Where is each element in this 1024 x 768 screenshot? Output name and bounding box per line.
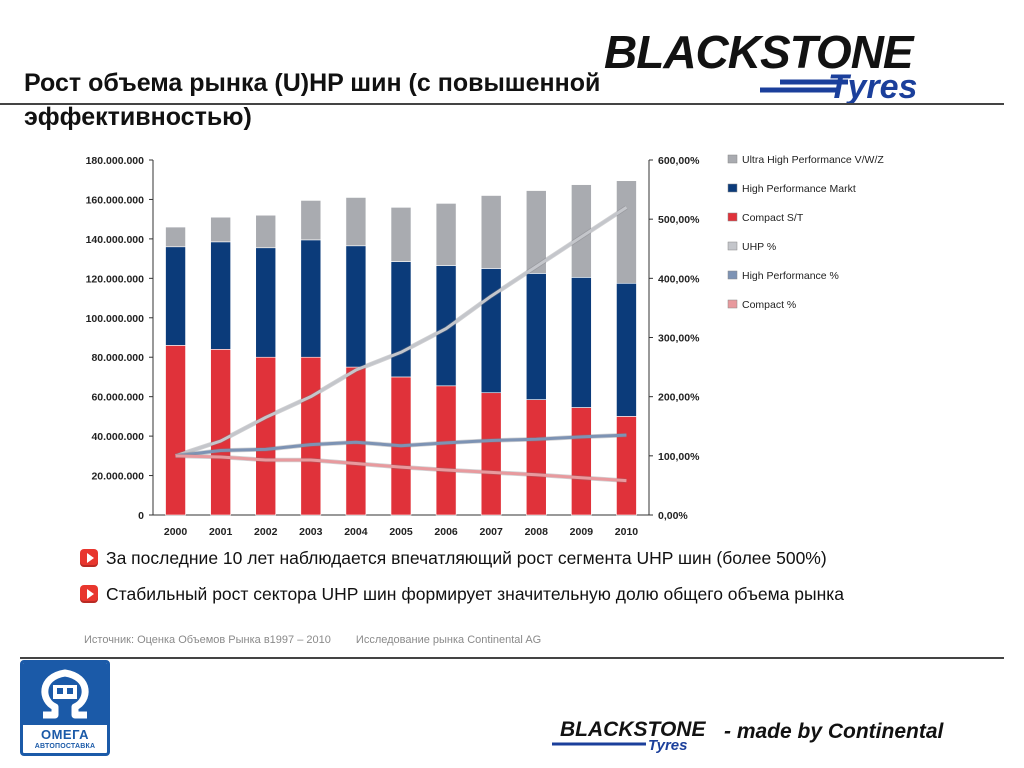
y-tick-label-right: 600,00%	[658, 155, 700, 167]
bar-segment	[165, 345, 186, 516]
bar-segment	[300, 239, 322, 358]
bar-segment	[165, 226, 186, 248]
bar-segment	[390, 207, 412, 262]
bar-segment	[525, 190, 547, 274]
bar-segment	[435, 203, 457, 266]
legend-swatch	[727, 270, 738, 280]
slide-title: Рост объема рынка (U)HP шин (с повышенно…	[24, 69, 601, 131]
logo-main-text: BLACKSTONE	[604, 26, 915, 78]
x-tick-label: 2008	[525, 526, 549, 538]
y-tick-label-left: 180.000.000	[86, 155, 145, 167]
legend-swatch	[727, 299, 738, 309]
y-tick-label-left: 20.000.000	[91, 471, 144, 483]
bottom-divider	[20, 657, 1004, 659]
x-tick-label: 2003	[299, 526, 323, 538]
x-tick-label: 2005	[389, 526, 413, 538]
logo-small-main: BLACKSTONE	[560, 718, 706, 741]
bullet-item: Стабильный рост сектора UHP шин формируе…	[80, 576, 980, 612]
bar-segment	[345, 197, 367, 247]
source-text: Источник: Оценка Объемов Рынка в1997 – 2…	[84, 634, 331, 646]
y-tick-label-left: 100.000.000	[86, 313, 145, 325]
bullet-text: Стабильный рост сектора UHP шин формируе…	[106, 583, 845, 604]
bar-segment	[616, 416, 637, 516]
omega-sublabel: АВТОПОСТАВКА	[34, 743, 96, 750]
bullet-text: За последние 10 лет наблюдается впечатля…	[106, 547, 827, 568]
omega-logo: ОМЕГА АВТОПОСТАВКА	[20, 660, 110, 756]
y-tick-label-right: 200,00%	[658, 392, 700, 404]
source-text: Исследование рынка Continental AG	[355, 634, 542, 646]
y-tick-label-left: 80.000.000	[91, 352, 144, 364]
legend-swatch	[727, 183, 738, 193]
y-tick-label-right: 300,00%	[658, 333, 700, 345]
omega-symbol-icon	[41, 669, 89, 719]
x-tick-label: 2000	[164, 526, 188, 538]
tagline: - made by Continental	[724, 720, 944, 743]
bar-segment	[435, 385, 457, 516]
y-tick-label-left: 60.000.000	[91, 392, 144, 404]
y-tick-label-right: 500,00%	[658, 214, 700, 226]
series-line	[175, 206, 628, 458]
y-tick-label-right: 100,00%	[658, 451, 700, 463]
play-arrow-icon	[80, 549, 98, 567]
top-divider	[0, 103, 1004, 105]
bar-segment	[210, 216, 231, 243]
y-tick-label-left: 40.000.000	[91, 431, 144, 443]
legend-label: High Performance Markt	[742, 183, 856, 195]
series-line	[175, 433, 627, 458]
omega-emblem	[23, 663, 107, 725]
legend-label: High Performance %	[742, 270, 839, 282]
x-tick-label: 2007	[480, 526, 504, 538]
bar-segment	[480, 392, 502, 516]
bar-segment	[616, 180, 637, 284]
source-note: Источник: Оценка Объемов Рынка в1997 – 2…	[84, 634, 541, 646]
x-tick-label: 2006	[434, 526, 458, 538]
logo-sub-text: Tyres	[828, 68, 917, 104]
legend-label: Ultra High Performance V/W/Z	[742, 154, 884, 166]
legend-label: UHP %	[742, 241, 776, 253]
bar-segment	[390, 261, 412, 378]
bullet-list: За последние 10 лет наблюдается впечатля…	[80, 540, 980, 612]
legend-swatch	[727, 212, 738, 222]
x-tick-label: 2010	[615, 526, 639, 538]
market-growth-chart: 0 20.000.000 40.000.000 60.000.000 80.000.00…	[86, 154, 885, 538]
y-tick-label-left: 160.000.000	[86, 194, 145, 206]
bar-segment	[480, 195, 502, 269]
bar-segment	[255, 356, 277, 516]
x-tick-label: 2001	[209, 526, 233, 538]
bar-segment	[300, 200, 322, 241]
x-tick-label: 2004	[344, 526, 368, 538]
bar-segment	[525, 273, 547, 400]
x-tick-label: 2002	[254, 526, 278, 538]
legend-label: Compact %	[742, 299, 796, 311]
bar-segment	[210, 241, 231, 350]
y-tick-label-right: 400,00%	[658, 273, 700, 285]
x-tick-label: 2009	[570, 526, 594, 538]
bar-segment	[255, 214, 277, 249]
bar-segment	[300, 356, 322, 516]
bar-segment	[165, 246, 186, 346]
blackstone-logo: BLACKSTONE Tyres	[604, 26, 917, 104]
legend-label: Compact S/T	[742, 212, 804, 224]
bar-segment	[210, 349, 231, 516]
legend-swatch	[727, 241, 738, 251]
y-tick-label-left: 140.000.000	[86, 234, 145, 246]
bullet-item: За последние 10 лет наблюдается впечатля…	[80, 540, 980, 576]
logo-small-sub: Tyres	[648, 737, 687, 754]
bar-segment	[571, 407, 592, 516]
bar-segment	[480, 268, 502, 394]
y-tick-label-right: 0,00%	[658, 510, 688, 522]
bar-segment	[571, 277, 592, 408]
y-tick-label-left: 0	[138, 510, 144, 522]
bar-segment	[255, 247, 277, 358]
blackstone-logo-small: BLACKSTONE Tyres	[552, 718, 706, 754]
omega-label: ОМЕГА	[40, 727, 90, 742]
series-line	[175, 454, 627, 483]
bar-segment	[616, 282, 637, 417]
y-tick-label-left: 120.000.000	[86, 273, 145, 285]
play-arrow-icon	[80, 585, 98, 603]
bar-segment	[345, 245, 367, 368]
bar-segment	[525, 399, 547, 516]
legend-swatch	[727, 154, 738, 164]
